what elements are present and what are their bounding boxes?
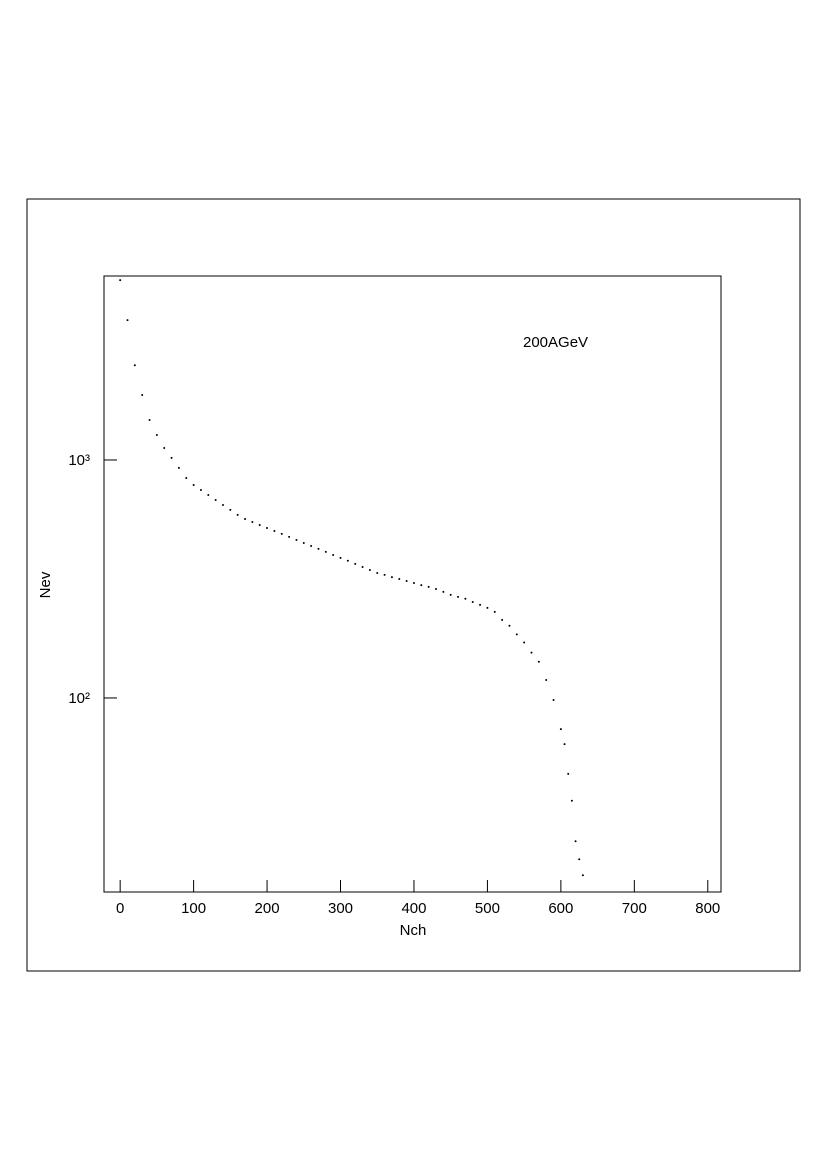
point — [523, 641, 526, 644]
point — [471, 601, 474, 604]
point — [581, 874, 584, 877]
point — [207, 493, 210, 496]
point — [354, 562, 357, 565]
point — [515, 633, 518, 636]
point — [464, 597, 467, 600]
point — [390, 576, 393, 579]
point — [346, 559, 349, 562]
point — [361, 566, 364, 569]
x-tick-label: 600 — [548, 900, 573, 917]
point — [288, 535, 291, 538]
point — [479, 603, 482, 606]
point — [155, 434, 158, 437]
point — [442, 590, 445, 593]
annotation: 200AGeV — [523, 334, 588, 351]
point — [133, 364, 136, 367]
y-tick-label: 10² — [68, 690, 90, 707]
point — [185, 476, 188, 479]
point — [427, 585, 430, 588]
point — [567, 772, 570, 775]
point — [251, 520, 254, 523]
point — [148, 418, 151, 421]
point — [280, 532, 283, 535]
point — [570, 799, 573, 802]
point — [229, 508, 232, 511]
point — [493, 610, 496, 613]
x-axis-label: Nch — [400, 922, 427, 939]
y-axis-label: Nev — [37, 571, 54, 598]
point — [383, 573, 386, 576]
point — [119, 279, 122, 282]
point — [501, 618, 504, 621]
point — [449, 593, 452, 596]
point — [332, 553, 335, 556]
point — [258, 524, 261, 527]
x-tick-label: 700 — [622, 900, 647, 917]
point — [192, 483, 195, 486]
plot-frame — [103, 275, 722, 893]
point — [398, 578, 401, 581]
point — [170, 456, 173, 459]
point — [574, 840, 577, 843]
point — [236, 513, 239, 516]
x-tick-label: 0 — [116, 900, 124, 917]
y-tick-label: 10³ — [68, 452, 90, 469]
point — [339, 556, 342, 559]
point — [368, 568, 371, 571]
point — [214, 498, 217, 501]
point — [199, 488, 202, 491]
point — [545, 678, 548, 681]
point — [324, 550, 327, 553]
point — [435, 587, 438, 590]
x-tick-label: 100 — [181, 900, 206, 917]
point — [412, 582, 415, 585]
point — [177, 466, 180, 469]
point — [273, 530, 276, 533]
x-tick-label: 500 — [475, 900, 500, 917]
point — [126, 319, 129, 322]
point — [405, 580, 408, 583]
point — [486, 606, 489, 609]
point — [266, 526, 269, 529]
point — [552, 699, 555, 702]
point — [244, 517, 247, 520]
point — [578, 858, 581, 861]
x-tick-label: 300 — [328, 900, 353, 917]
point — [221, 503, 224, 506]
point — [563, 743, 566, 746]
point — [559, 728, 562, 731]
point — [457, 595, 460, 598]
point — [537, 660, 540, 663]
x-tick-label: 800 — [695, 900, 720, 917]
point — [302, 541, 305, 544]
point — [310, 545, 313, 548]
canvas-frame — [26, 198, 801, 972]
point — [420, 584, 423, 587]
point — [141, 394, 144, 397]
point — [163, 446, 166, 449]
point — [295, 539, 298, 542]
x-tick-label: 200 — [255, 900, 280, 917]
x-tick-label: 400 — [401, 900, 426, 917]
point — [530, 651, 533, 654]
point — [508, 624, 511, 627]
point — [317, 547, 320, 550]
point — [376, 572, 379, 575]
